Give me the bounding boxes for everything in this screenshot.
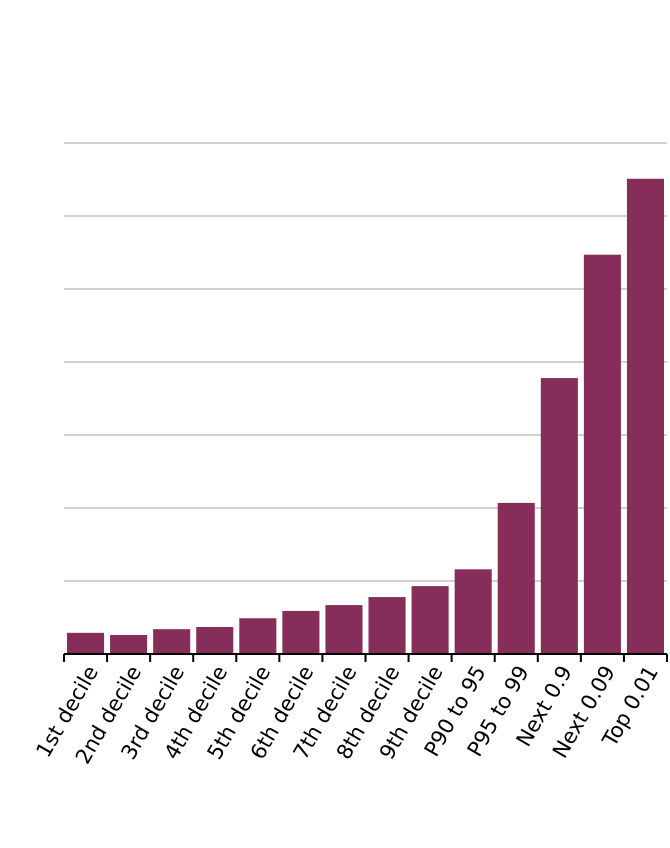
- bar: [368, 597, 406, 654]
- bar: [583, 254, 621, 654]
- bar: [626, 178, 664, 654]
- bar: [153, 629, 191, 654]
- bar: [67, 632, 105, 654]
- bar: [411, 586, 449, 654]
- bar: [454, 569, 492, 654]
- bar: [540, 378, 578, 654]
- bar: [196, 626, 234, 654]
- bar: [325, 605, 363, 654]
- bar: [110, 635, 148, 654]
- bar: [497, 502, 535, 654]
- bar: [239, 618, 277, 654]
- bar: [282, 610, 320, 654]
